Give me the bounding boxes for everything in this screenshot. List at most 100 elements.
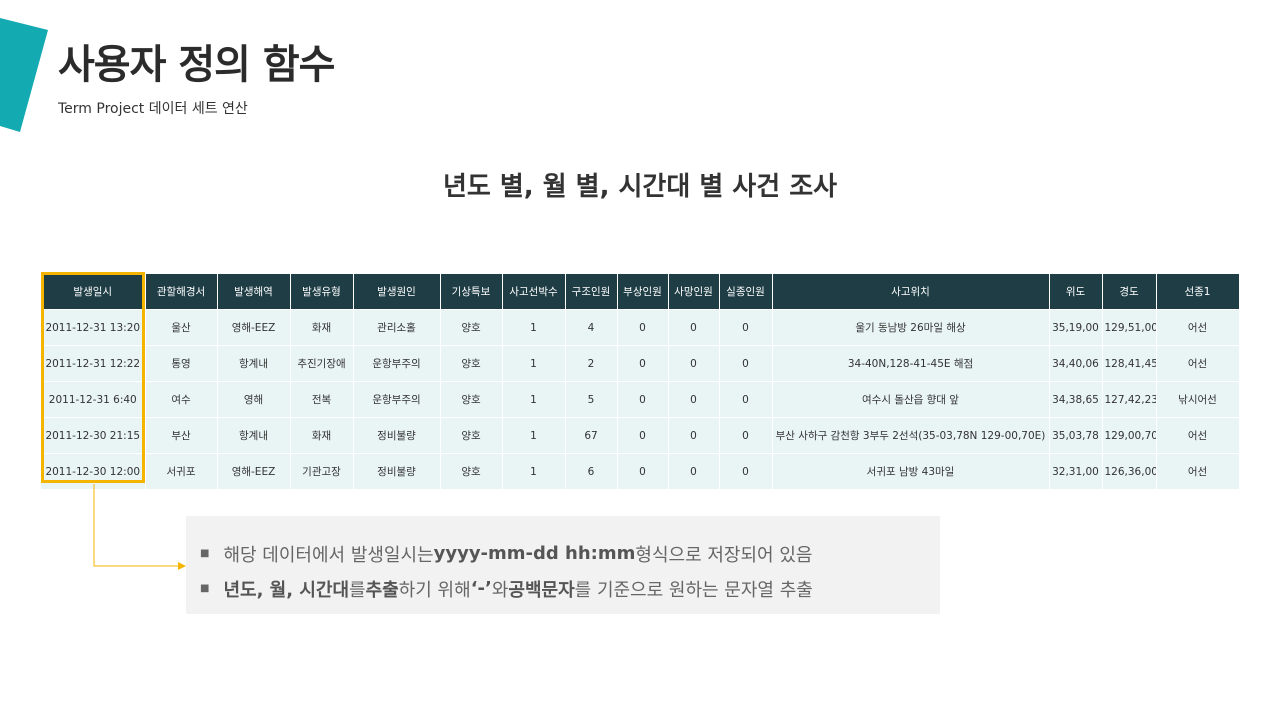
column-header: 발생일시 xyxy=(41,274,146,310)
column-header: 사고위치 xyxy=(772,274,1050,310)
table-cell: 4 xyxy=(565,309,618,346)
table-cell: 추진기장애 xyxy=(290,345,354,382)
table-cell: 1 xyxy=(502,309,566,346)
table-cell: 관리소홀 xyxy=(353,309,441,346)
table-cell: 어선 xyxy=(1156,453,1240,489)
note-text: 와 xyxy=(491,579,509,601)
note-emphasis: 추출 xyxy=(365,579,399,601)
table-cell: 34-40N,128-41-45E 해점 xyxy=(772,345,1050,382)
note-emphasis: 년도, 월, 시간대 xyxy=(223,579,350,601)
table-cell: 1 xyxy=(502,453,566,489)
table-cell: 0 xyxy=(617,309,669,346)
table-cell: 어선 xyxy=(1156,309,1240,346)
table-cell: 2011-12-30 21:15 xyxy=(41,417,146,454)
table-cell: 67 xyxy=(565,417,618,454)
table-cell: 35,19,00 xyxy=(1049,309,1103,346)
table-cell: 부산 xyxy=(145,417,218,454)
table-cell: 0 xyxy=(617,381,669,418)
table-cell: 항계내 xyxy=(217,345,291,382)
note-text: 를 xyxy=(349,579,366,601)
table-body: 2011-12-31 13:20 울산 영해-EEZ 화재 관리소홀 양호 1 4 0 0 0 울기 … xyxy=(41,309,1240,489)
table-cell: 울기 동남방 26마일 해상 xyxy=(772,309,1050,346)
table-row: 2011-12-31 13:20 울산 영해-EEZ 화재 관리소홀 양호 1 4 0 0 0 울기 … xyxy=(41,309,1240,346)
table-cell: 1 xyxy=(502,417,566,454)
table-cell: 운항부주의 xyxy=(353,381,441,418)
table-cell: 정비불량 xyxy=(353,417,441,454)
note-emphasis: 공백문자 xyxy=(508,579,575,601)
table-cell: 양호 xyxy=(440,417,503,454)
slide-subtitle: Term Project 데이터 세트 연산 xyxy=(58,101,248,117)
table-cell: 0 xyxy=(719,345,773,382)
note-text: 형식으로 저장되어 있음 xyxy=(635,544,813,566)
section-heading: 년도 별, 월 별, 시간대 별 사건 조사 xyxy=(442,172,838,202)
column-header: 발생해역 xyxy=(217,274,291,310)
note-emphasis: ‘-’ xyxy=(470,578,492,599)
table-cell: 0 xyxy=(668,453,720,489)
table-cell: 127,42,23 xyxy=(1102,381,1157,418)
table-cell: 5 xyxy=(565,381,618,418)
table-cell: 2011-12-30 12:00 xyxy=(41,453,146,489)
table-cell: 양호 xyxy=(440,381,503,418)
column-header: 기상특보 xyxy=(440,274,503,310)
table-row: 2011-12-31 6:40 여수 영해 전복 운항부주의 양호 1 5 0 0 0 여수시 돌산읍… xyxy=(41,381,1240,418)
table-cell: 129,00,70 xyxy=(1102,417,1157,454)
table-cell: 2 xyxy=(565,345,618,382)
table-cell: 여수시 돌산읍 향대 앞 xyxy=(772,381,1050,418)
table-cell: 정비불량 xyxy=(353,453,441,489)
table-cell: 128,41,45 xyxy=(1102,345,1157,382)
bullet-icon: ■ xyxy=(200,548,210,559)
accent-parallelogram xyxy=(0,18,48,132)
table-cell: 126,36,00 xyxy=(1102,453,1157,489)
decorative-accent-shape xyxy=(0,18,48,132)
table-cell: 34,38,65 xyxy=(1049,381,1103,418)
table-cell: 0 xyxy=(719,453,773,489)
column-header: 관할해경서 xyxy=(145,274,218,310)
table-cell: 어선 xyxy=(1156,345,1240,382)
table-cell: 2011-12-31 12:22 xyxy=(41,345,146,382)
column-header: 선종1 xyxy=(1156,274,1240,310)
table-cell: 0 xyxy=(617,453,669,489)
table-cell: 1 xyxy=(502,381,566,418)
column-header: 발생원인 xyxy=(353,274,441,310)
table-row: 2011-12-30 12:00 서귀포 영해-EEZ 기관고장 정비불량 양호 1 6 0 0 0… xyxy=(41,453,1240,489)
column-header: 경도 xyxy=(1102,274,1157,310)
note-item-extraction: ■ 년도, 월, 시간대 를 추출 하기 위해 ‘-’ 와 공백문자 를 기준으로 원하… xyxy=(200,571,940,606)
table-cell: 부산 사하구 감천항 3부두 2선석(35-03,78N 129-00,70E) xyxy=(772,417,1050,454)
table-cell: 양호 xyxy=(440,309,503,346)
table-cell: 영해-EEZ xyxy=(217,309,291,346)
table-cell: 어선 xyxy=(1156,417,1240,454)
table-cell: 6 xyxy=(565,453,618,489)
connector-line xyxy=(93,484,178,567)
note-item-format: ■ 해당 데이터에서 발생일시는 yyyy-mm-dd hh:mm 형식으로 저… xyxy=(200,536,940,571)
table-row: 2011-12-31 12:22 통영 항계내 추진기장애 운항부주의 양호 1 2 0 0 0 34… xyxy=(41,345,1240,382)
table-cell: 34,40,06 xyxy=(1049,345,1103,382)
table-cell: 전복 xyxy=(290,381,354,418)
table-cell: 기관고장 xyxy=(290,453,354,489)
table-cell: 0 xyxy=(617,417,669,454)
table-cell: 0 xyxy=(668,417,720,454)
table-cell: 울산 xyxy=(145,309,218,346)
table-cell: 양호 xyxy=(440,345,503,382)
table-cell: 낚시어선 xyxy=(1156,381,1240,418)
note-text: 하기 위해 xyxy=(398,579,471,601)
table-cell: 0 xyxy=(719,381,773,418)
bullet-icon: ■ xyxy=(200,583,210,594)
table-cell: 32,31,00 xyxy=(1049,453,1103,489)
table-cell: 0 xyxy=(719,417,773,454)
column-header: 위도 xyxy=(1049,274,1103,310)
slide-title: 사용자 정의 함수 xyxy=(58,42,335,88)
table-cell: 화재 xyxy=(290,309,354,346)
table-cell: 35,03,78 xyxy=(1049,417,1103,454)
note-text: 를 기준으로 원하는 문자열 추출 xyxy=(574,579,813,601)
table-cell: 0 xyxy=(668,381,720,418)
note-text: 해당 데이터에서 발생일시는 xyxy=(223,544,434,566)
column-header: 발생유형 xyxy=(290,274,354,310)
table-cell: 0 xyxy=(719,309,773,346)
table-cell: 화재 xyxy=(290,417,354,454)
table-cell: 129,51,00 xyxy=(1102,309,1157,346)
table-cell: 0 xyxy=(668,345,720,382)
table-cell: 1 xyxy=(502,345,566,382)
table-cell: 0 xyxy=(617,345,669,382)
table-header-row: 발생일시 관할해경서 발생해역 발생유형 발생원인 기상특보 사고선박수 구조인원 부상인원 사망… xyxy=(41,274,1240,310)
column-header: 실종인원 xyxy=(719,274,773,310)
